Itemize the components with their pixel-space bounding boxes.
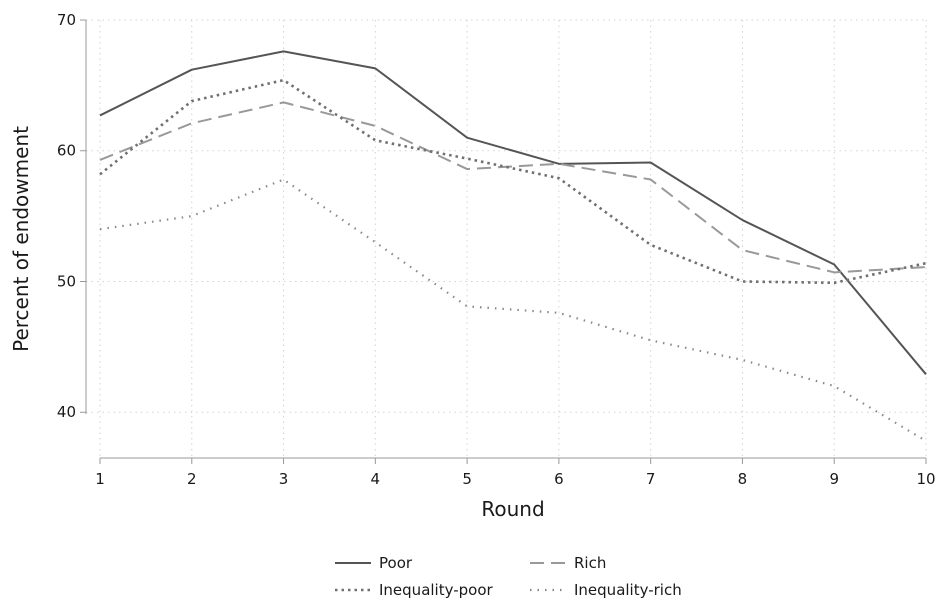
y-tick-label-60: 60 [57,142,76,160]
x-tick-label-2: 2 [187,470,197,488]
y-tick-label-50: 50 [57,272,76,290]
x-tick-label-9: 9 [829,470,839,488]
legend-label-inequality-poor: Inequality-poor [379,581,493,599]
series-line-inequality-rich [99,178,927,442]
y-tick-label-40: 40 [57,403,76,421]
x-tick-label-7: 7 [646,470,656,488]
series-line-inequality-poor [99,78,927,285]
legend-label-rich: Rich [574,554,606,572]
x-tick-label-5: 5 [462,470,472,488]
y-axis-title: Percent of endowment [9,126,33,352]
series-line-rich [99,101,927,274]
series [99,50,927,442]
x-tick-label-4: 4 [371,470,381,488]
legend: Poor Rich Inequality-poor Inequality-ric… [335,554,682,599]
series-line-poor [99,50,927,375]
legend-item-poor: Poor [335,554,413,572]
legend-item-rich: Rich [530,554,606,572]
x-tick-label-10: 10 [916,470,935,488]
legend-label-inequality-rich: Inequality-rich [574,581,682,599]
axes [85,20,926,459]
ticks: 1 2 3 4 5 6 7 8 9 10 40 50 60 70 [57,11,936,488]
x-tick-label-8: 8 [738,470,748,488]
x-tick-label-3: 3 [279,470,289,488]
x-tick-label-1: 1 [95,470,105,488]
legend-label-poor: Poor [379,554,413,572]
y-tick-label-70: 70 [57,11,76,29]
legend-item-inequality-rich: Inequality-rich [530,581,682,599]
x-axis-title: Round [481,497,544,521]
grid [86,19,927,458]
legend-item-inequality-poor: Inequality-poor [335,581,493,599]
x-tick-label-6: 6 [554,470,564,488]
